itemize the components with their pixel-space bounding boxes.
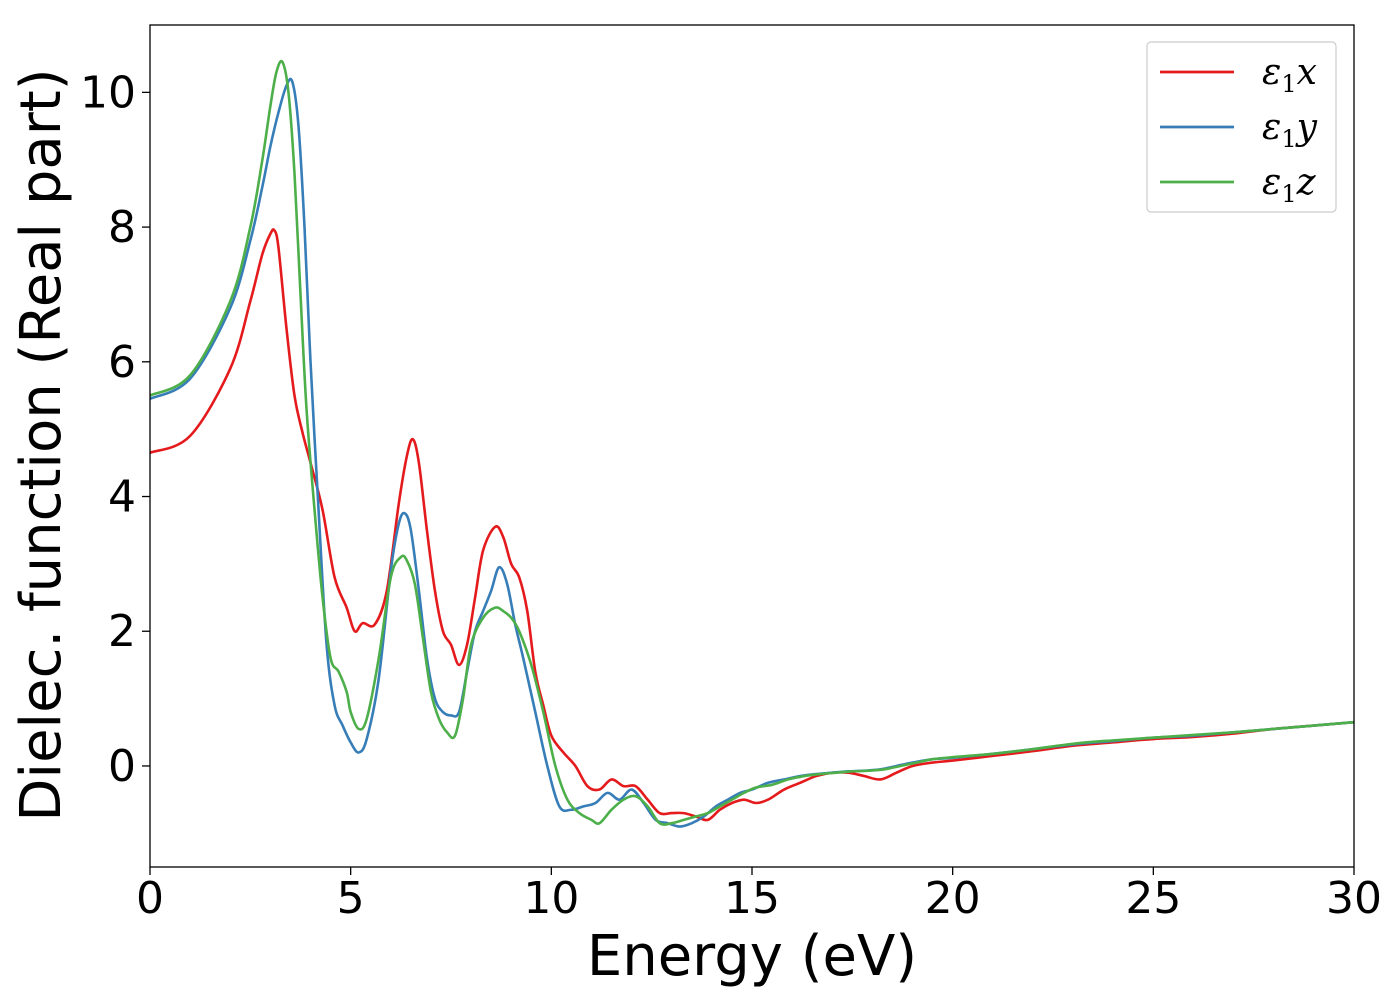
series-layer bbox=[150, 59, 1354, 828]
y-tick-label: 0 bbox=[108, 741, 136, 792]
x-tick-label: 5 bbox=[337, 873, 365, 924]
legend-label-z: ε1z bbox=[1262, 162, 1317, 208]
x-tick-label: 10 bbox=[523, 873, 579, 924]
y-tick-label: 10 bbox=[80, 67, 136, 118]
y-tick-label: 2 bbox=[108, 606, 136, 657]
x-tick-label: 0 bbox=[136, 873, 164, 924]
x-tick-label: 15 bbox=[724, 873, 780, 924]
x-tick-label: 25 bbox=[1125, 873, 1181, 924]
y-tick-label: 8 bbox=[108, 202, 136, 253]
legend-label-x: ε1x bbox=[1262, 52, 1317, 98]
legend-label-y: ε1y bbox=[1262, 107, 1318, 153]
legend: ε1x ε1y ε1z bbox=[1146, 41, 1337, 213]
y-tick-label: 6 bbox=[108, 337, 136, 388]
series-line-z bbox=[150, 59, 1354, 826]
y-axis: 0 2 4 6 8 10 bbox=[80, 67, 150, 792]
x-tick-label: 30 bbox=[1326, 873, 1382, 924]
legend-box bbox=[1146, 41, 1337, 213]
x-axis-title: Energy (eV) bbox=[587, 924, 917, 989]
y-axis-title: Dielec. function (Real part) bbox=[9, 68, 74, 821]
series-line-x bbox=[150, 228, 1354, 822]
x-tick-label: 20 bbox=[925, 873, 981, 924]
x-axis: 0 5 10 15 20 25 30 bbox=[136, 867, 1382, 924]
y-tick-label: 4 bbox=[108, 472, 136, 523]
